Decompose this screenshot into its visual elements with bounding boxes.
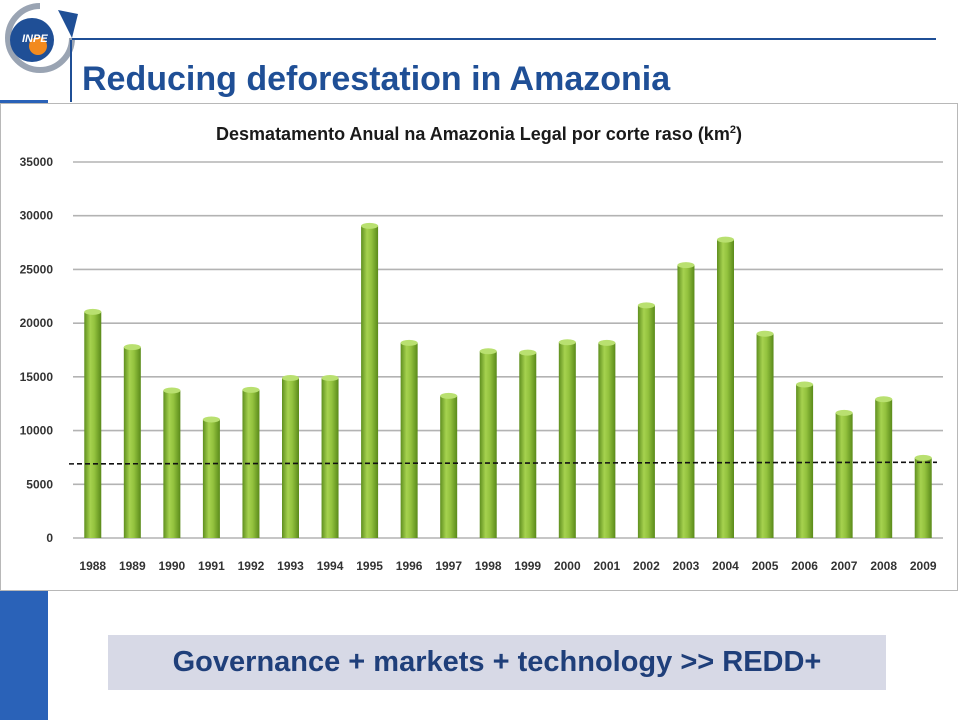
bars bbox=[84, 222, 932, 539]
x-tick-label: 1995 bbox=[356, 559, 383, 573]
bar-2004 bbox=[717, 239, 734, 539]
y-tick-label: 5000 bbox=[26, 477, 53, 491]
y-tick-label: 10000 bbox=[20, 424, 54, 438]
bar-2007 bbox=[835, 412, 853, 538]
x-tick-label: 1990 bbox=[159, 559, 186, 573]
bar-2000 bbox=[558, 342, 576, 538]
bar-cap-1993 bbox=[282, 374, 299, 381]
bar-2006 bbox=[796, 384, 814, 538]
x-tick-label: 2006 bbox=[791, 559, 818, 573]
bar-1989 bbox=[123, 347, 141, 538]
bar-1991 bbox=[202, 419, 220, 538]
bar-cap-1990 bbox=[163, 387, 181, 394]
bar-1996 bbox=[400, 342, 418, 538]
bar-cap-2008 bbox=[875, 396, 893, 403]
bar-cap-2004 bbox=[717, 236, 734, 243]
bar-1993 bbox=[282, 377, 299, 538]
y-tick-label: 25000 bbox=[20, 262, 54, 276]
bar-2003 bbox=[677, 265, 695, 538]
bar-cap-2002 bbox=[637, 302, 655, 309]
bar-cap-1988 bbox=[84, 308, 102, 315]
reference-line bbox=[68, 461, 938, 465]
x-tick-label: 2007 bbox=[831, 559, 858, 573]
chart-title: Desmatamento Anual na Amazonia Legal por… bbox=[216, 124, 742, 144]
bar-cap-2001 bbox=[598, 339, 616, 346]
x-tick-label: 2004 bbox=[712, 559, 739, 573]
x-tick-label: 2005 bbox=[752, 559, 779, 573]
y-axis-ticks: 0 5000 10000 15000 20000 25000 30000 35000 bbox=[20, 155, 54, 545]
x-tick-label: 2001 bbox=[594, 559, 621, 573]
bar-2009 bbox=[914, 457, 932, 538]
x-tick-label: 2000 bbox=[554, 559, 581, 573]
slide-title: Reducing deforestation in Amazonia bbox=[82, 60, 671, 98]
header-rule bbox=[72, 38, 936, 40]
bar-cap-1996 bbox=[400, 339, 418, 346]
bar-2008 bbox=[875, 399, 893, 538]
bar-cap-1994 bbox=[321, 374, 339, 381]
bar-2001 bbox=[598, 342, 616, 538]
bar-cap-1991 bbox=[202, 416, 220, 423]
x-tick-label: 1993 bbox=[277, 559, 304, 573]
x-tick-label: 1994 bbox=[317, 559, 344, 573]
bar-1995 bbox=[361, 225, 379, 538]
y-tick-label: 35000 bbox=[20, 155, 54, 169]
reference-line-group bbox=[68, 461, 938, 465]
x-tick-label: 1991 bbox=[198, 559, 225, 573]
x-tick-label: 2002 bbox=[633, 559, 660, 573]
bar-1998 bbox=[479, 351, 497, 538]
bar-cap-1999 bbox=[519, 349, 537, 356]
x-tick-label: 2009 bbox=[910, 559, 937, 573]
y-tick-label: 15000 bbox=[20, 370, 54, 384]
x-tick-label: 1997 bbox=[435, 559, 462, 573]
bar-cap-1998 bbox=[479, 348, 497, 355]
bar-cap-2006 bbox=[796, 381, 814, 388]
bar-1999 bbox=[519, 352, 537, 538]
x-tick-label: 1992 bbox=[238, 559, 265, 573]
x-tick-label: 2008 bbox=[870, 559, 897, 573]
bar-cap-1992 bbox=[242, 386, 260, 393]
bar-1988 bbox=[84, 311, 102, 538]
x-tick-label: 1996 bbox=[396, 559, 423, 573]
footer-banner: Governance + markets + technology >> RED… bbox=[108, 635, 886, 690]
x-tick-label: 1989 bbox=[119, 559, 146, 573]
x-tick-label: 2003 bbox=[673, 559, 700, 573]
footer-text: Governance + markets + technology >> RED… bbox=[172, 646, 822, 678]
bar-1992 bbox=[242, 389, 260, 538]
bar-1997 bbox=[440, 395, 458, 538]
bar-cap-1997 bbox=[440, 392, 458, 399]
x-tick-label: 1998 bbox=[475, 559, 502, 573]
bar-cap-2007 bbox=[835, 409, 853, 416]
bar-cap-2000 bbox=[558, 339, 576, 346]
x-tick-label: 1988 bbox=[79, 559, 106, 573]
y-tick-label: 30000 bbox=[20, 209, 54, 223]
logo-text: INPE bbox=[22, 33, 48, 45]
bar-cap-2005 bbox=[756, 330, 774, 337]
bar-2005 bbox=[756, 333, 774, 538]
bar-1990 bbox=[163, 390, 181, 538]
chart-area: Desmatamento Anual na Amazonia Legal por… bbox=[0, 103, 958, 591]
header-rule-vertical bbox=[70, 40, 72, 102]
bar-1994 bbox=[321, 377, 339, 538]
bar-cap-2003 bbox=[677, 262, 695, 269]
x-axis-ticks: 1988 1989 1990 1991 1992 1993 1994 1995 1996 1997… bbox=[79, 559, 936, 573]
bar-cap-1989 bbox=[123, 344, 141, 351]
y-tick-label: 20000 bbox=[20, 316, 54, 330]
inpe-logo: INPE bbox=[5, 3, 78, 73]
x-tick-label: 1999 bbox=[514, 559, 541, 573]
bar-chart: Desmatamento Anual na Amazonia Legal por… bbox=[20, 124, 943, 573]
bar-cap-2009 bbox=[914, 454, 932, 461]
y-tick-label: 0 bbox=[46, 531, 53, 545]
bar-2002 bbox=[637, 305, 655, 538]
bar-cap-1995 bbox=[361, 222, 379, 229]
